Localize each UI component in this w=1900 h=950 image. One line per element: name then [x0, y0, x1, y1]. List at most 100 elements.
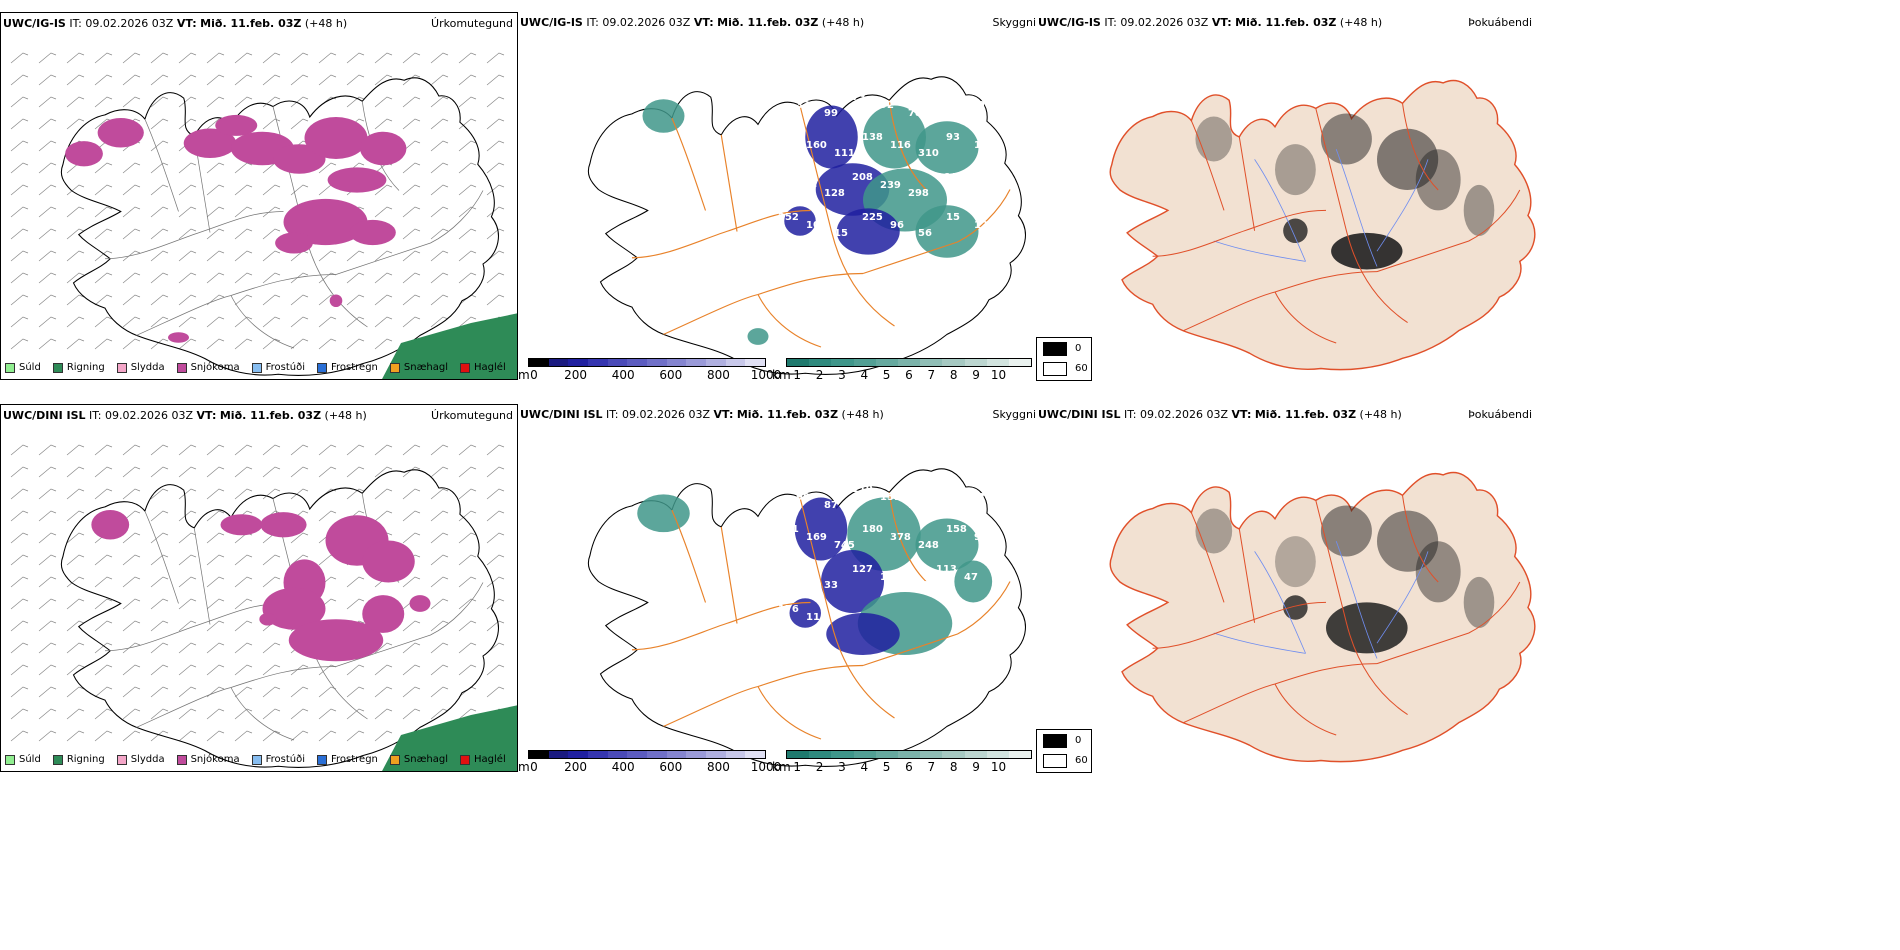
wind-barb	[402, 708, 421, 720]
wind-barb	[318, 338, 337, 350]
wind-barb	[38, 294, 57, 306]
fog-panel-row2: UWC/DINI ISL IT: 09.02.2026 03Z VT: Mið.…	[1036, 404, 1536, 772]
wind-barb	[38, 598, 57, 610]
wind-barb	[346, 708, 365, 720]
wind-barb	[150, 52, 169, 64]
visibility-value: 164	[936, 172, 957, 183]
snow-area	[262, 587, 326, 630]
wind-barb	[150, 206, 169, 218]
wind-barb	[290, 664, 309, 676]
wind-barb	[290, 730, 309, 742]
wind-barb	[374, 206, 393, 218]
visibility-value: 392	[964, 492, 985, 503]
km-colorbar-row2: km 1 2 3 4 5 6 7 8 9 10	[772, 750, 1034, 774]
legend-label: Frostregn	[331, 362, 378, 373]
wind-barb	[94, 272, 113, 284]
road-line	[1274, 291, 1337, 344]
wind-barb	[374, 686, 393, 698]
wind-barb	[290, 554, 309, 566]
wind-barb	[150, 620, 169, 632]
wind-barb	[94, 708, 113, 720]
wind-barb	[150, 228, 169, 240]
wind-barb	[206, 228, 225, 240]
legend-swatch	[176, 754, 187, 765]
wind-barb	[486, 466, 505, 478]
legend-label: Snjókoma	[190, 362, 240, 373]
low-visibility-area	[826, 613, 900, 655]
river-line	[1213, 632, 1306, 654]
colorbar-segment	[875, 359, 898, 366]
colorbar-segment	[627, 751, 648, 758]
wind-barb	[66, 686, 85, 698]
visibility-value: 127	[852, 564, 873, 575]
wind-barb	[486, 620, 505, 632]
colorbar-segment	[787, 751, 810, 758]
wind-barb	[10, 250, 29, 262]
legend-item: Slydda	[116, 362, 165, 373]
wind-barb	[150, 510, 169, 522]
road-line	[1376, 189, 1521, 273]
wind-barb	[346, 664, 365, 676]
visibility-panel-row2: UWC/DINI ISL IT: 09.02.2026 03Z VT: Mið.…	[518, 404, 1036, 772]
legend-item: Rigning	[52, 362, 105, 373]
wind-barb	[122, 730, 141, 742]
wind-barb	[234, 444, 253, 456]
wind-barb	[290, 52, 309, 64]
wind-barb	[430, 52, 449, 64]
wind-barb	[430, 118, 449, 130]
wind-barb	[178, 162, 197, 174]
panel-title: UWC/IG-IS IT: 09.02.2026 03Z VT: Mið. 11…	[3, 17, 348, 30]
wind-barb	[262, 642, 281, 654]
wind-barb	[374, 338, 393, 350]
colorbar-tick: 800	[706, 760, 730, 774]
legend-item: Snjókoma	[176, 362, 240, 373]
snow-area	[288, 619, 384, 662]
wind-barb	[10, 488, 29, 500]
wind-barb	[234, 642, 253, 654]
reduced-visibility-area	[915, 518, 979, 571]
wind-barb	[178, 184, 197, 196]
fog-panel-row1: UWC/IG-IS IT: 09.02.2026 03Z VT: Mið. 11…	[1036, 12, 1536, 380]
wind-barb	[38, 52, 57, 64]
legend-item: Snæhagl	[389, 754, 448, 765]
wind-barb	[206, 316, 225, 328]
wind-barb	[178, 466, 197, 478]
road-line	[799, 105, 895, 327]
wind-barb	[122, 686, 141, 698]
wind-barb	[430, 598, 449, 610]
wind-barb	[206, 730, 225, 742]
wind-barb	[290, 74, 309, 86]
visibility-value: 33	[796, 100, 810, 111]
precip-type-panel-row1: UWC/IG-IS IT: 09.02.2026 03Z VT: Mið. 11…	[0, 12, 518, 380]
wind-barb	[94, 96, 113, 108]
wind-barb	[10, 316, 29, 328]
wind-barb	[150, 272, 169, 284]
wind-barb	[66, 250, 85, 262]
colorbar-segment	[529, 359, 549, 366]
road-line	[1152, 601, 1327, 649]
snow-area	[65, 141, 103, 167]
wind-barb	[262, 338, 281, 350]
wind-barb	[10, 96, 29, 108]
wind-barb	[458, 444, 477, 456]
wind-barb	[38, 74, 57, 86]
wind-barb	[262, 74, 281, 86]
wind-barb	[402, 444, 421, 456]
road-line	[144, 510, 179, 604]
wind-barb	[290, 272, 309, 284]
low-visibility-area	[805, 105, 858, 169]
wind-barb	[374, 664, 393, 676]
wind-barb	[94, 488, 113, 500]
road-line	[1376, 581, 1521, 665]
wind-barb	[38, 488, 57, 500]
legend-label: Frostúði	[265, 754, 305, 765]
wind-barb	[150, 444, 169, 456]
wind-barb	[94, 686, 113, 698]
wind-barb	[402, 294, 421, 306]
wind-barb	[94, 184, 113, 196]
wind-barb	[262, 664, 281, 676]
wind-barb	[122, 294, 141, 306]
wind-barb	[486, 642, 505, 654]
road-line	[193, 527, 211, 625]
wind-barb	[234, 338, 253, 350]
